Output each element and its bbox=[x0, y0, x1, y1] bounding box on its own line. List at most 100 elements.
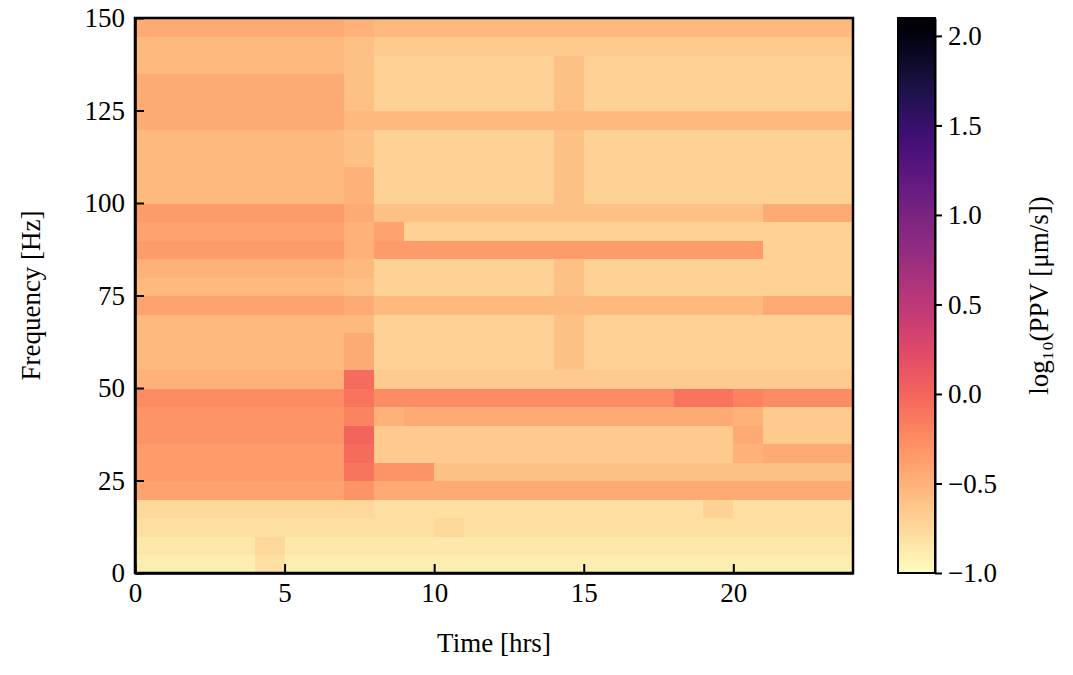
cell bbox=[315, 407, 345, 426]
cell bbox=[644, 555, 674, 574]
cell bbox=[135, 185, 165, 204]
cell bbox=[823, 388, 853, 407]
cell bbox=[644, 18, 674, 37]
cell bbox=[344, 129, 374, 148]
cell bbox=[733, 536, 763, 555]
cell bbox=[464, 333, 494, 352]
cell bbox=[464, 148, 494, 167]
cell bbox=[674, 536, 704, 555]
cell bbox=[165, 185, 195, 204]
cell bbox=[285, 518, 315, 537]
cell bbox=[733, 203, 763, 222]
cell bbox=[374, 333, 404, 352]
cell bbox=[703, 259, 733, 278]
cell bbox=[584, 407, 614, 426]
cell bbox=[285, 166, 315, 185]
cell bbox=[733, 129, 763, 148]
cell bbox=[135, 203, 165, 222]
cell bbox=[315, 166, 345, 185]
cell bbox=[674, 333, 704, 352]
cell bbox=[434, 333, 464, 352]
cell bbox=[793, 222, 823, 241]
cell bbox=[165, 111, 195, 130]
cell bbox=[703, 518, 733, 537]
cell bbox=[674, 555, 704, 574]
y-tick-label: 125 bbox=[85, 96, 126, 126]
cell bbox=[404, 111, 434, 130]
cell bbox=[763, 536, 793, 555]
cell bbox=[674, 37, 704, 56]
cell bbox=[644, 333, 674, 352]
cell bbox=[644, 536, 674, 555]
cell bbox=[165, 92, 195, 111]
y-tick: 75 bbox=[98, 281, 144, 311]
cell bbox=[644, 240, 674, 259]
cell bbox=[614, 425, 644, 444]
x-tick-mark bbox=[583, 564, 585, 573]
cell bbox=[674, 18, 704, 37]
cell bbox=[644, 37, 674, 56]
cell bbox=[763, 425, 793, 444]
colorbar bbox=[898, 18, 935, 573]
cell bbox=[524, 425, 554, 444]
cell bbox=[195, 55, 225, 74]
cell bbox=[823, 277, 853, 296]
cell bbox=[195, 314, 225, 333]
cell bbox=[404, 185, 434, 204]
y-tick-label: 150 bbox=[85, 3, 126, 33]
cell bbox=[793, 499, 823, 518]
cell bbox=[703, 166, 733, 185]
colorbar-tick-mark bbox=[935, 573, 942, 575]
cell bbox=[255, 37, 285, 56]
cell bbox=[554, 240, 584, 259]
colorbar-tick-label: −0.5 bbox=[948, 469, 997, 499]
colorbar-tick-mark bbox=[935, 393, 942, 395]
cell bbox=[285, 536, 315, 555]
cell bbox=[464, 240, 494, 259]
cell bbox=[644, 518, 674, 537]
cell bbox=[135, 370, 165, 389]
cell bbox=[554, 351, 584, 370]
cell bbox=[285, 18, 315, 37]
cell bbox=[584, 481, 614, 500]
cell bbox=[823, 240, 853, 259]
cell bbox=[703, 388, 733, 407]
cell bbox=[225, 518, 255, 537]
cell bbox=[255, 370, 285, 389]
cell bbox=[644, 277, 674, 296]
cell bbox=[255, 148, 285, 167]
cell bbox=[733, 499, 763, 518]
cell bbox=[793, 259, 823, 278]
cell bbox=[344, 55, 374, 74]
cell bbox=[554, 148, 584, 167]
cell bbox=[195, 388, 225, 407]
y-tick-mark bbox=[135, 18, 144, 20]
cell bbox=[644, 351, 674, 370]
cell bbox=[225, 351, 255, 370]
cell bbox=[584, 74, 614, 93]
cell bbox=[644, 166, 674, 185]
cell bbox=[135, 74, 165, 93]
cell bbox=[614, 536, 644, 555]
cell bbox=[165, 240, 195, 259]
cell bbox=[793, 37, 823, 56]
cell bbox=[315, 203, 345, 222]
y-tick-mark bbox=[135, 203, 144, 205]
cell bbox=[434, 129, 464, 148]
cell bbox=[195, 92, 225, 111]
cell bbox=[285, 425, 315, 444]
cell bbox=[434, 74, 464, 93]
cell bbox=[763, 499, 793, 518]
cell bbox=[733, 370, 763, 389]
colorbar-tick-mark bbox=[935, 35, 942, 37]
cell bbox=[374, 277, 404, 296]
cell bbox=[344, 425, 374, 444]
y-tick: 125 bbox=[85, 96, 145, 126]
cell bbox=[315, 444, 345, 463]
cell bbox=[554, 499, 584, 518]
cell bbox=[135, 555, 165, 574]
cell bbox=[165, 203, 195, 222]
cell bbox=[614, 333, 644, 352]
cell bbox=[434, 518, 464, 537]
cell bbox=[135, 296, 165, 315]
